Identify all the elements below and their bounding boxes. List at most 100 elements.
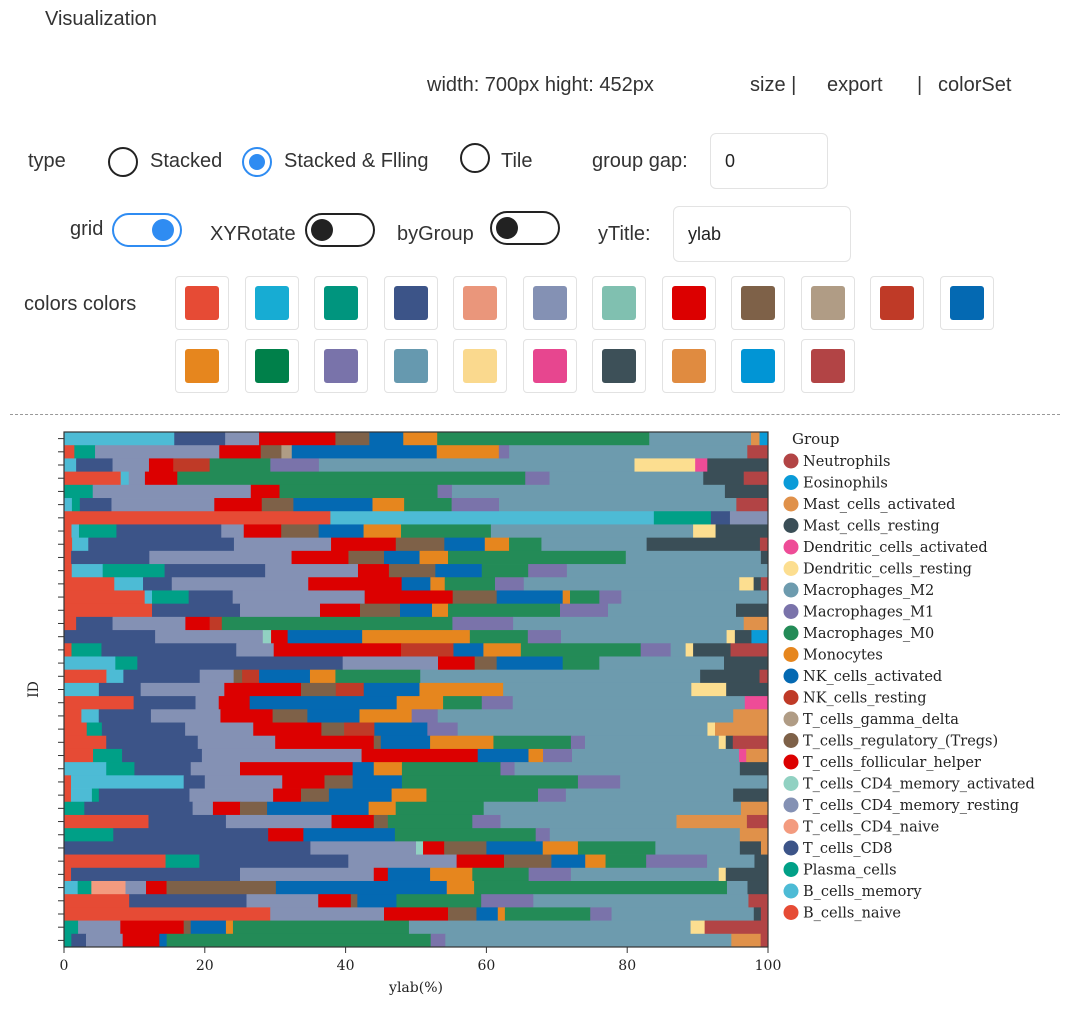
color-swatch-20[interactable] (661, 339, 716, 393)
bar-segment (444, 841, 487, 855)
bar-segment (733, 709, 769, 723)
bar-segment (704, 920, 769, 935)
bar-segment (437, 484, 453, 499)
color-swatch-15[interactable] (314, 339, 368, 393)
bar-segment (451, 498, 500, 512)
color-swatch-19[interactable] (592, 339, 646, 393)
type-radio-stacked[interactable] (108, 147, 138, 177)
bar-segment (504, 854, 552, 869)
color-swatch-8[interactable] (661, 276, 716, 330)
color-swatch-fill (949, 286, 984, 320)
type-radio-stacked-filling[interactable] (242, 147, 272, 177)
legend-marker (783, 561, 799, 576)
bar-segment (493, 735, 572, 750)
bar-segment (71, 564, 104, 578)
color-swatch-1[interactable] (175, 276, 229, 330)
color-swatch-7[interactable] (592, 276, 646, 330)
bar-segment (484, 537, 510, 552)
bar-segment (78, 920, 121, 935)
color-swatch-2[interactable] (244, 276, 299, 330)
type-radio-tile[interactable] (460, 143, 490, 173)
bar-segment (64, 590, 146, 605)
type-option-tile[interactable]: Tile (501, 150, 533, 172)
size-link[interactable]: size | (750, 74, 797, 96)
bar-segment (451, 484, 726, 499)
color-swatch-14[interactable] (244, 339, 299, 393)
bar-segment (335, 669, 421, 684)
group-gap-input[interactable]: 0 (710, 133, 828, 189)
color-swatch-11[interactable] (870, 276, 924, 330)
bar-segment (732, 735, 769, 750)
color-swatch-6[interactable] (522, 276, 577, 330)
bar-segment (133, 696, 196, 710)
bar-segment (512, 696, 746, 710)
bar-segment (495, 577, 525, 591)
bar-segment (335, 432, 370, 446)
bar-segment (253, 722, 322, 737)
bygroup-toggle[interactable] (490, 211, 560, 245)
legend-label: Eosinophils (803, 476, 888, 492)
bar-segment (267, 801, 370, 816)
xyrotate-toggle[interactable] (305, 213, 375, 247)
color-swatch-fill (463, 349, 497, 383)
bar-segment (543, 748, 573, 763)
type-option-stacked[interactable]: Stacked (150, 150, 223, 172)
color-swatch-21[interactable] (731, 339, 785, 393)
bar-segment (570, 735, 586, 750)
bar-segment (260, 445, 282, 459)
bar-segment (348, 854, 458, 869)
bar-segment (373, 735, 382, 750)
bar-segment (242, 669, 260, 684)
bar-segment (739, 577, 755, 591)
bar-segment (748, 894, 769, 908)
bar-segment (64, 894, 130, 908)
color-swatch-fill (393, 286, 428, 320)
color-swatch-9[interactable] (731, 276, 785, 330)
bar-segment (64, 709, 82, 723)
bar-segment (620, 775, 769, 789)
color-swatch-3[interactable] (314, 276, 368, 330)
bar-segment (726, 880, 748, 895)
bar-segment (101, 722, 186, 737)
color-swatch-fill (810, 286, 845, 320)
bar-segment (437, 432, 650, 446)
color-swatch-4[interactable] (383, 276, 438, 330)
color-swatch-16[interactable] (383, 339, 438, 393)
type-option-stacked-filling[interactable]: Stacked & Flling (284, 150, 429, 172)
color-swatch-5[interactable] (453, 276, 507, 330)
colorset-link[interactable]: colorSet (938, 74, 1012, 96)
ytitle-label: yTitle: (598, 223, 651, 245)
bar-segment (490, 524, 694, 539)
color-swatch-fill (254, 349, 289, 383)
color-swatch-13[interactable] (175, 339, 229, 393)
bar-segment (551, 854, 586, 869)
bar-segment (528, 867, 572, 882)
ytitle-input[interactable]: ylab (673, 206, 851, 262)
color-swatch-12[interactable] (939, 276, 994, 330)
bar-segment (91, 788, 100, 803)
bar-segment (281, 524, 320, 539)
bar-segment (542, 841, 579, 855)
bar-segment (430, 933, 446, 948)
x-tick-label: 0 (60, 958, 69, 974)
grid-toggle[interactable] (112, 213, 182, 247)
bar-segment (605, 854, 647, 869)
color-swatch-17[interactable] (453, 339, 507, 393)
color-swatch-18[interactable] (522, 339, 577, 393)
bar-segment (155, 630, 264, 644)
bar-segment (481, 894, 534, 908)
bar-segment (734, 630, 752, 644)
color-swatch-10[interactable] (800, 276, 855, 330)
export-link[interactable]: export (827, 74, 883, 96)
bar-segment (199, 669, 235, 684)
bar-segment (64, 762, 107, 776)
bar-segment (275, 735, 375, 750)
color-swatch-22[interactable] (800, 339, 855, 393)
legend-label: Macrophages_M2 (803, 583, 934, 599)
bar-segment (453, 643, 484, 657)
bar-segment (625, 550, 762, 565)
bar-segment (352, 762, 375, 776)
color-swatch-fill (532, 349, 567, 383)
toggle-knob (311, 219, 333, 241)
bar-segment (352, 775, 403, 789)
